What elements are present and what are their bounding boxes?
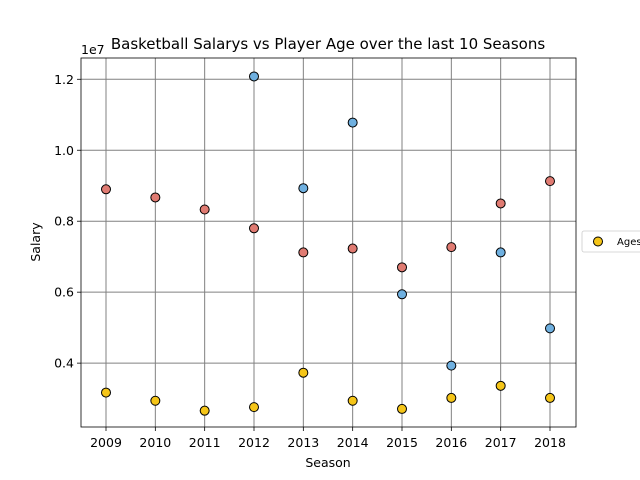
y-tick-label: 0.6	[54, 285, 74, 300]
data-point-series-1	[495, 380, 506, 391]
plot-frame	[80, 57, 577, 428]
data-point-series-1	[150, 395, 161, 406]
y-tick-label: 0.4	[54, 356, 74, 371]
x-tick-label: 2016	[435, 435, 467, 450]
data-point-series-3	[397, 289, 407, 300]
chart-title: Basketball Salarys vs Player Age over th…	[111, 35, 545, 53]
data-point-series-2	[347, 243, 358, 254]
data-point-series-1	[545, 392, 555, 403]
y-axis-label: Salary	[28, 222, 43, 262]
data-point-series-1	[446, 392, 457, 403]
grid-lines	[81, 58, 576, 427]
data-point-series-1	[298, 367, 309, 378]
x-axis-ticks: 2009 2010 2011 2012 2013 2014 2015 2016 2017 2018	[90, 427, 566, 450]
data-point-series-1	[347, 395, 358, 406]
data-point-series-2	[298, 247, 309, 258]
data-point-series-1	[397, 403, 407, 414]
data-point-series-2	[446, 242, 457, 253]
data-point-series-3	[545, 323, 555, 334]
data-point-series-3	[347, 117, 358, 128]
legend-box	[581, 230, 640, 253]
legend-label-ages: Ages	[617, 237, 640, 248]
data-point-series-2	[249, 223, 259, 234]
x-tick-label: 2017	[485, 435, 517, 450]
legend-marker-ages	[593, 236, 603, 247]
x-tick-label: 2018	[534, 435, 566, 450]
data-point-series-3	[446, 360, 457, 371]
y-tick-label: 0.8	[54, 214, 74, 229]
y-tick-label: 1.2	[54, 72, 74, 87]
legend: Ages	[581, 230, 640, 253]
x-tick-label: 2009	[90, 435, 122, 450]
data-point-series-1	[249, 402, 259, 413]
data-point-series-3	[249, 71, 259, 82]
x-tick-label: 2013	[287, 435, 319, 450]
x-tick-label: 2012	[238, 435, 270, 450]
data-point-series-2	[101, 184, 111, 195]
plot-background	[81, 58, 576, 427]
data-point-series-3	[495, 247, 506, 258]
x-tick-label: 2014	[337, 435, 369, 450]
y-tick-label: 1.0	[54, 143, 74, 158]
data-point-series-3	[298, 183, 309, 194]
x-axis-label: Season	[305, 455, 350, 470]
x-tick-label: 2010	[139, 435, 171, 450]
data-point-series-1	[199, 405, 210, 416]
y-axis-offset-label: 1e7	[81, 42, 105, 57]
x-tick-label: 2015	[386, 435, 418, 450]
x-tick-label: 2011	[189, 435, 221, 450]
data-point-series-2	[199, 204, 210, 215]
data-point-series-1	[101, 387, 111, 398]
data-point-series-2	[397, 262, 407, 273]
data-point-series-2	[495, 198, 506, 209]
data-point-series-2	[545, 176, 555, 187]
y-axis-ticks: 0.4 0.6 0.8 1.0 1.2	[54, 72, 81, 371]
data-point-series-2	[150, 192, 161, 203]
data-points	[101, 71, 555, 416]
